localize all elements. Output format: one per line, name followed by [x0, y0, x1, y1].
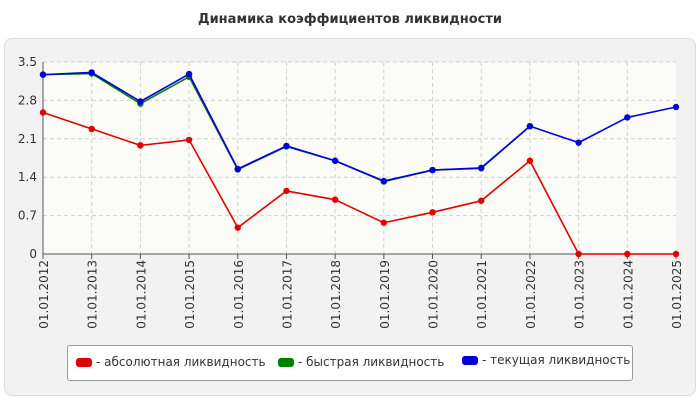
legend-swatch-absolute: [76, 357, 92, 367]
y-tick-label: 0: [29, 247, 37, 261]
series-line-2: [42, 71, 677, 182]
y-tick-label: 2.1: [18, 132, 37, 146]
data-point-series-2: [137, 98, 144, 105]
legend: - абсолютная ликвидность - быстрая ликви…: [67, 345, 633, 381]
chart-title: Динамика коэффициентов ликвидности: [198, 12, 502, 27]
y-tick-label: 0.7: [18, 209, 37, 223]
x-tick-label: 01.01.2021: [475, 260, 489, 329]
data-point-series-2: [429, 166, 436, 174]
x-tick-label: 01.01.2015: [183, 260, 197, 329]
legend-item-absolute[interactable]: - абсолютная ликвидность: [76, 355, 266, 369]
legend-swatch-quick: [278, 357, 294, 367]
plot-area: [43, 62, 676, 254]
y-tick-label: 1.4: [18, 170, 37, 184]
legend-swatch-current: [462, 355, 478, 365]
data-point-series-2: [234, 165, 241, 173]
legend-item-current[interactable]: - текущая ликвидность: [462, 353, 630, 367]
x-tick-label: 01.01.2017: [280, 260, 294, 329]
legend-label-absolute: - абсолютная ликвидность: [96, 355, 266, 369]
data-point-series-0: [429, 209, 436, 216]
data-point-series-0: [478, 197, 485, 204]
data-point-series-2: [331, 157, 339, 164]
data-point-series-0: [526, 157, 534, 164]
x-tick-label: 01.01.2013: [86, 260, 100, 329]
data-point-series-0: [88, 125, 95, 133]
data-point-series-2: [88, 69, 95, 76]
data-point-series-2: [526, 122, 534, 130]
y-tick-label: 3.5: [18, 55, 37, 69]
data-point-series-0: [283, 187, 290, 195]
series-line-0: [42, 111, 676, 255]
data-point-series-2: [478, 164, 485, 172]
data-point-series-2: [575, 139, 582, 146]
x-tick-label: 01.01.2018: [329, 260, 343, 329]
x-tick-label: 01.01.2023: [573, 260, 587, 329]
x-tick-label: 01.01.2016: [232, 260, 246, 329]
data-point-series-2: [39, 71, 47, 78]
x-tick-label: 01.01.2020: [427, 260, 441, 329]
data-point-series-2: [380, 177, 388, 185]
legend-item-quick[interactable]: - быстрая ликвидность: [278, 355, 444, 369]
x-tick-label: 01.01.2022: [524, 260, 538, 329]
x-tick-label: 01.01.2025: [670, 260, 684, 329]
data-point-series-2: [624, 114, 631, 121]
data-point-series-2: [185, 70, 193, 78]
x-tick-label: 01.01.2019: [378, 260, 392, 329]
data-point-series-0: [380, 219, 388, 226]
x-tick-label: 01.01.2012: [37, 260, 51, 329]
data-point-series-0: [185, 136, 193, 144]
x-tick-label: 01.01.2014: [134, 260, 148, 329]
y-tick-label: 2.8: [18, 93, 37, 107]
data-point-series-0: [137, 142, 144, 149]
data-point-series-0: [234, 224, 241, 231]
data-point-series-2: [672, 103, 680, 111]
data-point-series-0: [575, 250, 582, 258]
legend-label-current: - текущая ликвидность: [482, 353, 631, 367]
data-point-series-0: [624, 250, 631, 258]
legend-label-quick: - быстрая ликвидность: [298, 355, 445, 369]
data-point-series-2: [283, 142, 290, 150]
data-point-series-0: [331, 196, 339, 203]
data-point-series-0: [672, 250, 680, 258]
x-tick-label: 01.01.2024: [621, 260, 635, 329]
data-point-series-0: [39, 109, 47, 116]
